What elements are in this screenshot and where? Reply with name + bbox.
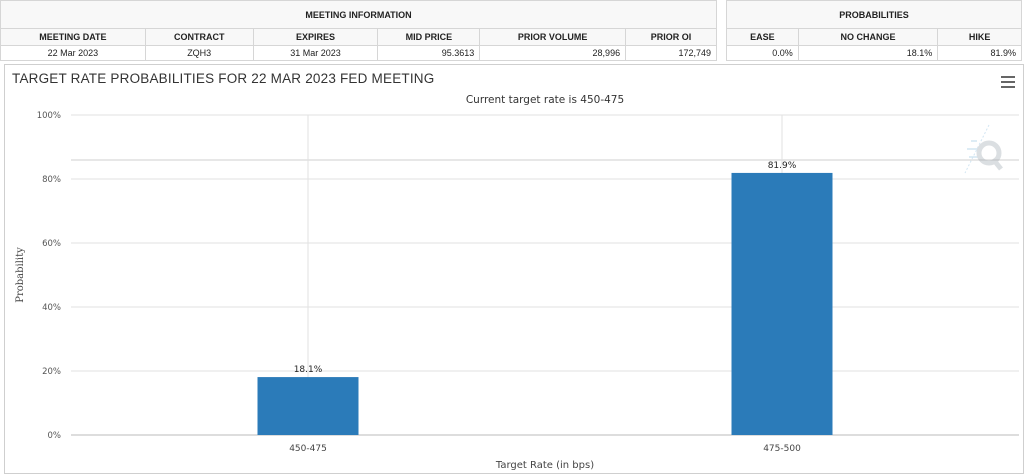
meeting-date-value: 22 Mar 2023 bbox=[0, 45, 146, 61]
y-tick-label: 60% bbox=[42, 239, 61, 249]
prior-oi-value: 172,749 bbox=[625, 45, 717, 61]
x-axis-title: Target Rate (in bps) bbox=[495, 460, 594, 471]
bar-450-475 bbox=[257, 377, 359, 435]
ease-value: 0.0% bbox=[726, 45, 799, 61]
col-meeting-date: MEETING DATE bbox=[0, 28, 146, 46]
chart-title: TARGET RATE PROBABILITIES FOR 22 MAR 202… bbox=[12, 71, 435, 86]
col-contract: CONTRACT bbox=[144, 28, 254, 46]
data-label: 18.1% bbox=[294, 365, 323, 375]
hike-value: 81.9% bbox=[937, 45, 1022, 61]
chart-subtitle: Current target rate is 450-475 bbox=[466, 94, 624, 106]
y-tick-label: 40% bbox=[42, 303, 61, 313]
meeting-info-header: MEETING INFORMATION bbox=[0, 0, 717, 29]
col-no-change: NO CHANGE bbox=[797, 28, 939, 46]
probabilities-header: PROBABILITIES bbox=[726, 0, 1022, 29]
y-tick-label: 100% bbox=[37, 111, 61, 121]
col-prior-volume: PRIOR VOLUME bbox=[479, 28, 627, 46]
y-tick-label: 20% bbox=[42, 367, 61, 377]
chart-panel: Current target rate is 450-475 0% 20% 40% 60… bbox=[4, 64, 1024, 474]
y-axis-title: Probability bbox=[15, 247, 26, 303]
q-logo-watermark bbox=[964, 124, 1003, 174]
y-tick-label: 0% bbox=[48, 431, 62, 441]
mid-price-value: 95.3613 bbox=[377, 45, 481, 61]
col-prior-oi: PRIOR OI bbox=[625, 28, 717, 46]
expires-value: 31 Mar 2023 bbox=[252, 45, 379, 61]
hamburger-menu-icon[interactable] bbox=[1001, 76, 1015, 88]
contract-value: ZQH3 bbox=[144, 45, 254, 61]
col-hike: HIKE bbox=[937, 28, 1022, 46]
col-mid-price: MID PRICE bbox=[377, 28, 481, 46]
no-change-value: 18.1% bbox=[797, 45, 939, 61]
data-label: 81.9% bbox=[768, 161, 797, 171]
col-expires: EXPIRES bbox=[252, 28, 379, 46]
meeting-info-table: MEETING INFORMATION MEETING DATE CONTRAC… bbox=[0, 0, 717, 61]
probabilities-table: PROBABILITIES EASE NO CHANGE HIKE 0.0% 1… bbox=[726, 0, 1022, 61]
bar-475-500 bbox=[731, 172, 833, 436]
x-tick-label: 475-500 bbox=[763, 444, 801, 454]
y-tick-label: 80% bbox=[42, 175, 61, 185]
prior-volume-value: 28,996 bbox=[479, 45, 627, 61]
x-tick-label: 450-475 bbox=[289, 444, 327, 454]
col-ease: EASE bbox=[726, 28, 799, 46]
probability-chart: Current target rate is 450-475 0% 20% 40% 60… bbox=[15, 94, 1019, 471]
